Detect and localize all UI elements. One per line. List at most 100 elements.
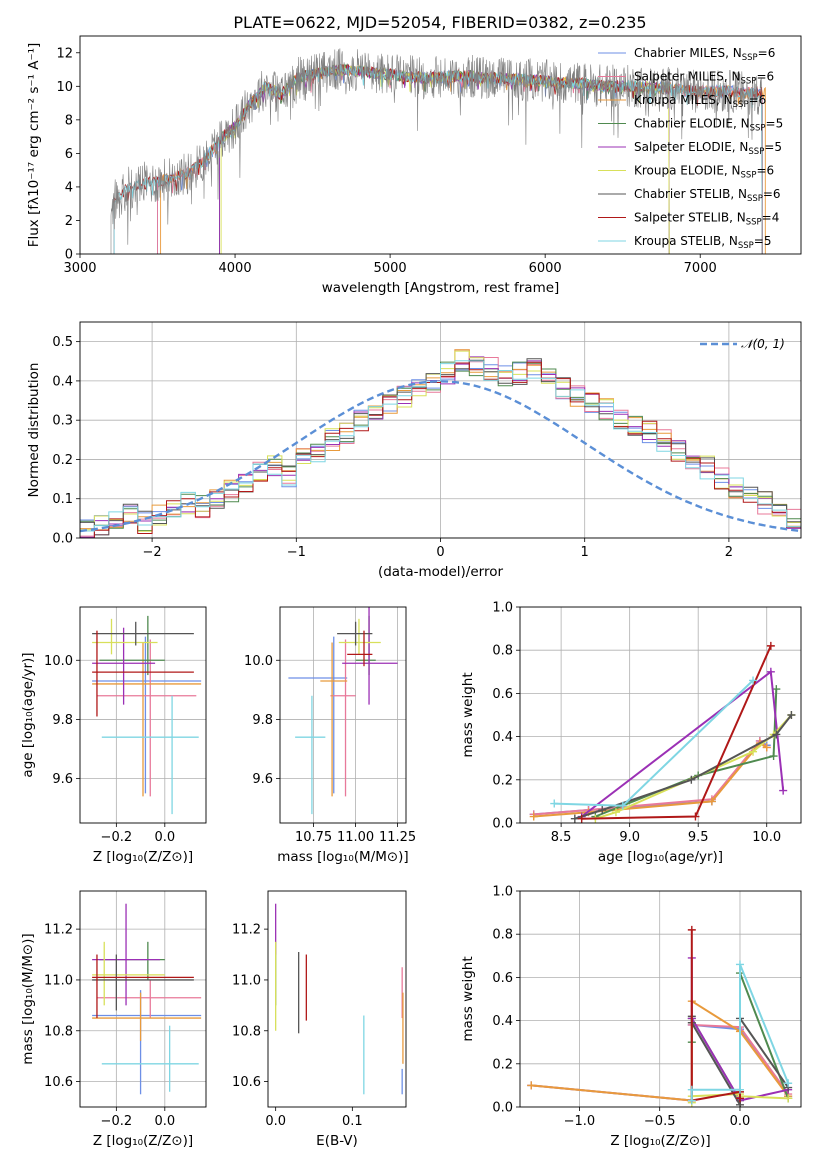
y-tick-label: 0.4 [492, 730, 513, 745]
legend-entry-chabrier_miles: Chabrier MILES, NSSP=6 [634, 46, 775, 63]
axes-frame [79, 890, 207, 1108]
point-marker-chabrier_stelib [570, 814, 579, 823]
y-tick-label: 0 [65, 248, 73, 263]
point-marker-kroupa_stelib [749, 676, 758, 685]
point-marker-kroupa_stelib [687, 1085, 696, 1094]
panel-massweight_vs_age: 8.5 9.0 9.5 10.0 0.0 0.2 0.4 0.6 0.8 1.0 age [log₁… [460, 601, 802, 865]
y-axis-label: Flux [fλ10⁻¹⁷ erg cm⁻² s⁻¹ A⁻¹] [26, 43, 42, 248]
axes-frame [519, 606, 802, 824]
x-tick-label: 0.0 [265, 1114, 286, 1129]
x-tick-label: −1 [287, 545, 306, 560]
x-tick-label: 11.25 [379, 830, 416, 845]
y-axis-label: mass [log₁₀(M/M⊙)] [20, 933, 36, 1064]
legend-entry-kroupa_elodie: Kroupa ELODIE, NSSP=6 [634, 164, 774, 181]
x-tick-label: 7000 [684, 261, 717, 276]
panel-mass_vs_ebv: 0.0 0.1 10.6 10.8 11.0 11.2 E(B-V) [232, 890, 407, 1149]
y-axis-label: mass weight [460, 672, 476, 757]
x-axis-label: wavelength [Angstrom, rest frame] [322, 280, 560, 296]
y-tick-label: 11.0 [232, 973, 261, 988]
x-tick-label: 0.0 [154, 1114, 175, 1129]
y-tick-label: 1.0 [492, 885, 513, 900]
x-tick-label: 0.0 [154, 830, 175, 845]
point-marker-kroupa_miles [527, 1081, 536, 1090]
panel-massweight_vs_Z: −1.0 −0.5 0.0 0.0 0.2 0.4 0.6 0.8 1.0 Z [log₁₀(Z/… [460, 885, 802, 1149]
y-tick-label: 0.0 [492, 817, 513, 832]
x-tick-label: 5000 [374, 261, 407, 276]
panel-spectrum: 3000 4000 5000 6000 7000 0 2 4 6 8 10 12 wavelength … [26, 35, 802, 296]
y-tick-label: 0.8 [492, 928, 513, 943]
y-tick-label: 0.4 [492, 1014, 513, 1029]
y-tick-label: 0.0 [492, 1101, 513, 1116]
panel-mass_vs_Z: −0.2 0.0 10.6 10.8 11.0 11.2 Z [log₁₀(Z/Z⊙)] ma… [20, 890, 207, 1149]
point-marker-salpeter_stelib [691, 812, 700, 821]
point-marker-kroupa_miles [707, 797, 716, 806]
hist-step-kroupa_stelib [80, 360, 801, 532]
y-tick-label: 0.5 [52, 335, 73, 350]
y-tick-label: 0.6 [492, 971, 513, 986]
y-tick-label: 10.0 [44, 654, 73, 669]
point-marker-chabrier_stelib [687, 775, 696, 784]
y-tick-label: 12 [56, 46, 73, 61]
legend-entry-kroupa_miles: Kroupa MILES, NSSP=6 [634, 93, 766, 110]
y-tick-label: 10.6 [44, 1075, 73, 1090]
point-marker-chabrier_elodie [769, 752, 778, 761]
point-marker-kroupa_miles [529, 812, 538, 821]
y-tick-label: 0.6 [492, 687, 513, 702]
x-axis-label: age [log₁₀(age/yr)] [598, 849, 723, 865]
point-marker-chabrier_stelib [772, 730, 781, 739]
point-marker-kroupa_stelib [550, 799, 559, 808]
legend-entry-salpeter_elodie: Salpeter ELODIE, NSSP=5 [634, 140, 782, 157]
y-tick-label: 8 [65, 113, 73, 128]
x-tick-label: 0.0 [730, 1114, 751, 1129]
point-marker-salpeter_elodie [766, 667, 775, 676]
point-marker-salpeter_stelib [735, 1094, 744, 1103]
x-axis-label: Z [log₁₀(Z/Z⊙)] [93, 1133, 193, 1149]
point-marker-kroupa_stelib [618, 801, 627, 810]
y-tick-label: 11.2 [44, 923, 73, 938]
x-tick-label: 10.0 [752, 830, 781, 845]
point-marker-kroupa_elodie [784, 1094, 793, 1103]
x-tick-label: 11.00 [337, 830, 374, 845]
point-marker-kroupa_stelib [735, 960, 744, 969]
plot-area [80, 322, 801, 538]
point-marker-salpeter_stelib [577, 814, 586, 823]
y-tick-label: 10.0 [244, 654, 273, 669]
x-tick-label: −0.2 [101, 1114, 133, 1129]
point-marker-kroupa_miles [762, 743, 771, 752]
x-tick-label: 0 [436, 545, 444, 560]
mass-weight-line-chabrier_elodie [595, 689, 778, 818]
axes-frame [79, 35, 802, 255]
y-tick-label: 6 [65, 147, 73, 162]
x-axis-label: Z [log₁₀(Z/Z⊙)] [93, 849, 193, 865]
axes-frame [519, 890, 802, 1108]
legend-entry-kroupa_stelib: Kroupa STELIB, NSSP=5 [634, 234, 772, 251]
point-marker-kroupa_stelib [784, 1079, 793, 1088]
x-tick-label: −1.0 [564, 1114, 596, 1129]
y-tick-label: 9.6 [52, 772, 73, 787]
x-axis-label: E(B-V) [316, 1133, 358, 1149]
axes-frame [267, 890, 407, 1108]
plot-area [280, 607, 406, 823]
y-tick-label: 11.2 [232, 923, 261, 938]
x-tick-label: 0.1 [342, 1114, 363, 1129]
x-tick-label: 10.75 [295, 830, 332, 845]
point-marker-salpeter_stelib [687, 925, 696, 934]
normal-curve [80, 380, 801, 533]
x-axis-label: (data-model)/error [378, 564, 504, 580]
plot-area [520, 607, 801, 823]
x-tick-label: 3000 [63, 261, 96, 276]
x-axis-label: mass [log₁₀(M/M⊙)] [277, 849, 408, 865]
y-axis-label: mass weight [460, 956, 476, 1041]
plot-area [520, 891, 801, 1107]
plot-area [80, 891, 206, 1107]
y-tick-label: 9.8 [252, 713, 273, 728]
x-tick-label: 9.0 [619, 830, 640, 845]
y-tick-label: 10.6 [232, 1075, 261, 1090]
x-axis-label: Z [log₁₀(Z/Z⊙)] [610, 1133, 710, 1149]
mass-weight-line-kroupa_stelib [690, 964, 790, 1101]
series-line-chabrier_stelib [110, 48, 763, 254]
y-tick-label: 0.8 [492, 644, 513, 659]
x-tick-label: 6000 [529, 261, 562, 276]
y-tick-label: 0.4 [52, 374, 73, 389]
